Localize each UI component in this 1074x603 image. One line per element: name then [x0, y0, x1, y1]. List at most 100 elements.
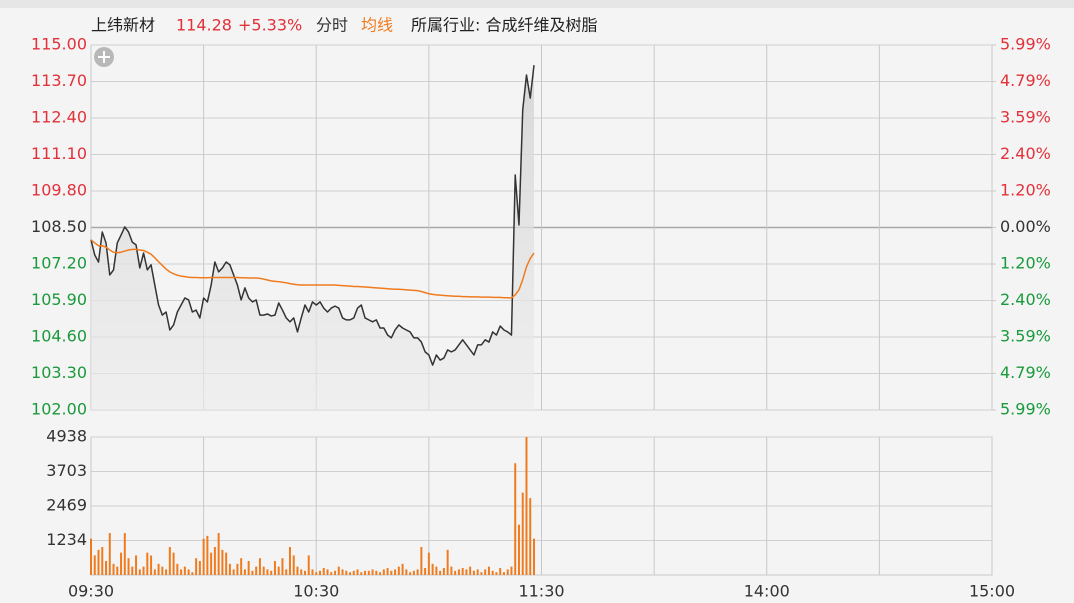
y-tick-label: 113.70	[31, 71, 87, 90]
volume-tick-label: 1234	[46, 530, 87, 549]
volume-bar	[465, 569, 468, 575]
y-tick-label: 104.60	[31, 327, 87, 346]
volume-bar	[187, 569, 190, 575]
volume-bar	[480, 572, 483, 575]
volume-bar	[412, 570, 415, 575]
volume-bar	[510, 566, 513, 575]
volume-bar	[487, 566, 490, 575]
y2-tick-label: 4.79%	[1000, 71, 1051, 90]
volume-bar	[416, 569, 419, 575]
stock-name: 上纬新材	[91, 16, 155, 35]
change: +5.33%	[238, 16, 302, 35]
volume-bar	[529, 498, 532, 575]
volume-bar	[517, 524, 520, 575]
volume-bar	[427, 552, 430, 575]
volume-bar	[135, 555, 138, 575]
volume-bar	[232, 569, 235, 575]
volume-bar	[105, 561, 108, 575]
volume-bar	[521, 492, 524, 575]
y2-tick-label: 5.99%	[1000, 400, 1051, 419]
last-price: 114.28	[176, 16, 232, 35]
volume-bar	[337, 566, 340, 575]
volume-bar	[326, 569, 329, 575]
volume-bar	[210, 552, 213, 575]
volume-bar	[225, 552, 228, 575]
y2-tick-label: 3.59%	[1000, 108, 1051, 127]
volume-bar	[108, 533, 111, 575]
volume-bar	[266, 569, 269, 575]
volume-bar	[364, 570, 367, 575]
volume-bar	[303, 570, 306, 575]
volume-bar	[341, 569, 344, 575]
volume-bar	[153, 569, 156, 575]
mode[interactable]: 分时	[316, 16, 348, 35]
volume-bar	[146, 552, 149, 575]
volume-bar	[334, 570, 337, 575]
volume-bar	[424, 568, 427, 575]
volume-bar	[450, 566, 453, 575]
volume-bar	[150, 555, 153, 575]
volume-bar	[101, 547, 104, 575]
volume-bar	[349, 572, 352, 575]
top-strip	[0, 0, 1074, 8]
volume-bar	[379, 572, 382, 575]
volume-bar	[217, 533, 220, 575]
y-tick-label: 105.90	[31, 290, 87, 309]
volume-bar	[307, 555, 310, 575]
x-tick-label: 11:30	[518, 582, 564, 601]
volume-bar	[292, 555, 295, 575]
volume-bar	[356, 569, 359, 575]
y-tick-label: 111.10	[31, 144, 87, 163]
volume-bar	[322, 568, 325, 575]
volume-bar	[457, 569, 460, 575]
legend-avg[interactable]: 均线	[361, 16, 393, 35]
volume-bar	[431, 563, 434, 575]
industry: 所属行业: 合成纤维及树脂	[411, 16, 597, 35]
x-tick-label: 14:00	[744, 582, 790, 601]
volume-bar	[112, 563, 115, 575]
volume-bar	[405, 569, 408, 575]
grid: 115.00 113.70 112.40 111.10 109.80 108.50 107.…	[31, 35, 1051, 601]
volume-bar	[270, 570, 273, 575]
volume-bar	[277, 566, 280, 575]
volume-bar	[142, 566, 145, 575]
volume-bar	[386, 568, 389, 575]
volume-bar	[138, 569, 141, 575]
volume-tick-label: 2469	[46, 496, 87, 515]
volume-bar	[330, 572, 333, 575]
volume-bar	[116, 566, 119, 575]
volume-bar	[258, 558, 261, 575]
y-tick-label: 115.00	[31, 35, 87, 54]
volume-bar	[311, 569, 314, 575]
volume-bar	[499, 568, 502, 575]
volume-bar	[420, 547, 423, 575]
average-line	[90, 239, 535, 299]
volume-bar	[247, 561, 250, 575]
volume-bar	[176, 563, 179, 575]
price-line	[90, 65, 535, 366]
y2-tick-label: 3.59%	[1000, 326, 1051, 345]
volume-bar	[251, 570, 254, 575]
volume-bar	[382, 569, 385, 575]
volume-bar	[183, 566, 186, 575]
volume-bar	[243, 569, 246, 575]
x-tick-label: 09:30	[68, 582, 114, 601]
x-tick-label: 10:30	[293, 582, 339, 601]
volume-bar	[390, 570, 393, 575]
volume-bar	[281, 558, 284, 575]
marks	[90, 65, 535, 575]
volume-bar	[345, 570, 348, 575]
volume-bar	[157, 563, 160, 575]
volume-bar	[202, 538, 205, 575]
volume-bar	[191, 572, 194, 575]
volume-bar	[394, 569, 397, 575]
volume-bar	[525, 437, 528, 575]
volume-bar	[228, 563, 231, 575]
volume-bar	[180, 569, 183, 575]
volume-bar	[397, 566, 400, 575]
zoom-button[interactable]	[94, 47, 114, 67]
volume-tick-label: 4938	[46, 427, 87, 446]
volume-bar	[273, 561, 276, 575]
